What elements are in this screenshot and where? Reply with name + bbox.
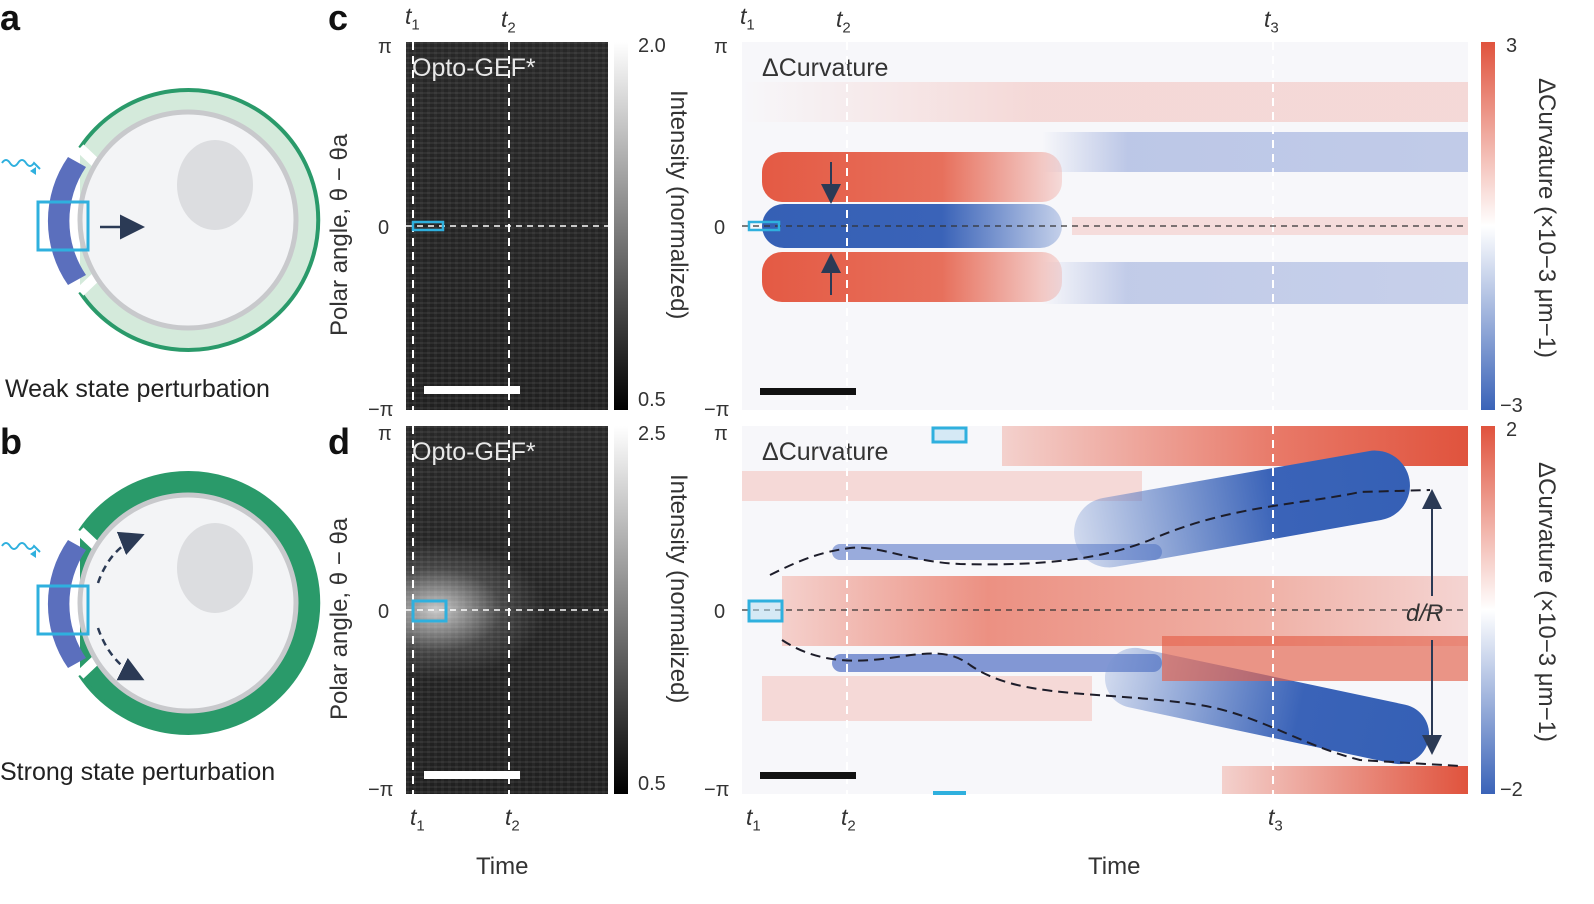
scale-bar (424, 386, 520, 394)
illumination-marker (411, 599, 448, 623)
illumination-marker (747, 220, 781, 232)
ytick-d-pi: π (378, 423, 392, 445)
scale-bar (424, 771, 520, 779)
colorbar-c-grayscale (614, 42, 628, 410)
caption-strong: Strong state perturbation (0, 758, 276, 786)
light-squiggle-icon (1, 159, 41, 170)
ytick-c2-minus-pi: −π (704, 399, 730, 421)
ytick-d-zero: 0 (378, 601, 390, 623)
illumination-marker-bottom (933, 791, 966, 795)
colorbar-c-diverging (1481, 42, 1495, 410)
cell-schematic-weak (1, 88, 321, 352)
ytick-d2-minus-pi: −π (704, 779, 730, 801)
t2-label-c: t2 (501, 6, 516, 37)
cell-schematic-strong (1, 471, 321, 735)
t1-label-c: t1 (405, 3, 420, 34)
curv-colorbar-c-max: 3 (1506, 35, 1518, 57)
colorbar-c-min: 0.5 (638, 389, 666, 411)
colorbar-d-min: 0.5 (638, 773, 666, 795)
t3-label-d2: t3 (1268, 804, 1283, 835)
caption-weak: Weak state perturbation (5, 375, 270, 403)
panel-letter-a: a (0, 0, 21, 38)
t2-label-d2: t2 (841, 804, 856, 835)
ytick-c2-zero: 0 (714, 217, 726, 239)
colorbar-d-diverging (1481, 426, 1495, 794)
kymograph-label: Opto-GEF* (412, 54, 536, 82)
curv-colorbar-c-min: −3 (1500, 395, 1523, 417)
panel-letter-b: b (0, 421, 22, 462)
colorbar-c-max: 2.0 (638, 35, 666, 57)
ytick-d2-zero: 0 (714, 601, 726, 623)
scale-bar (760, 388, 856, 395)
ytick-c-pi: π (378, 36, 392, 58)
t1-label-d2: t1 (746, 804, 761, 835)
t2-label-d: t2 (505, 804, 520, 835)
x-axis-title-kymograph: Time (476, 853, 529, 880)
panel-letter-c: c (328, 0, 349, 38)
ytick-c2-pi: π (714, 36, 728, 58)
x-axis-title-curvature: Time (1088, 853, 1141, 880)
illumination-marker (747, 599, 784, 623)
curv-colorbar-d-title: ΔCurvature (×10−3 μm−1) (1533, 462, 1560, 742)
ytick-c-zero: 0 (378, 217, 390, 239)
scale-bar (760, 772, 856, 779)
colorbar-d-grayscale (614, 426, 628, 794)
illumination-box (36, 200, 90, 252)
distance-annotation: d/R (1406, 600, 1444, 627)
ytick-d2-pi: π (714, 423, 728, 445)
t3-label-c2: t3 (1264, 6, 1279, 37)
illumination-box (36, 584, 90, 636)
curvature-label-d: ΔCurvature (762, 438, 889, 466)
colorbar-d-max: 2.5 (638, 423, 666, 445)
curvature-label-c: ΔCurvature (762, 54, 889, 82)
t1-label-d: t1 (410, 804, 425, 835)
t2-label-c2: t2 (836, 6, 851, 37)
lower-boundary-line (781, 639, 1461, 767)
ytick-c-minus-pi: −π (368, 399, 394, 421)
t1-label-c2: t1 (740, 3, 755, 34)
membrane-patch (47, 157, 86, 285)
upper-boundary-line (769, 489, 1431, 576)
panel-letter-d: d (328, 421, 350, 462)
ytick-d-minus-pi: −π (368, 779, 394, 801)
curv-colorbar-d-max: 2 (1506, 419, 1518, 441)
light-squiggle-icon (1, 542, 41, 553)
curv-colorbar-d-min: −2 (1500, 779, 1523, 801)
illumination-marker (411, 220, 445, 232)
kymograph-label-d: Opto-GEF* (412, 438, 536, 466)
membrane-patch (47, 540, 86, 668)
illumination-marker-top (931, 426, 968, 444)
